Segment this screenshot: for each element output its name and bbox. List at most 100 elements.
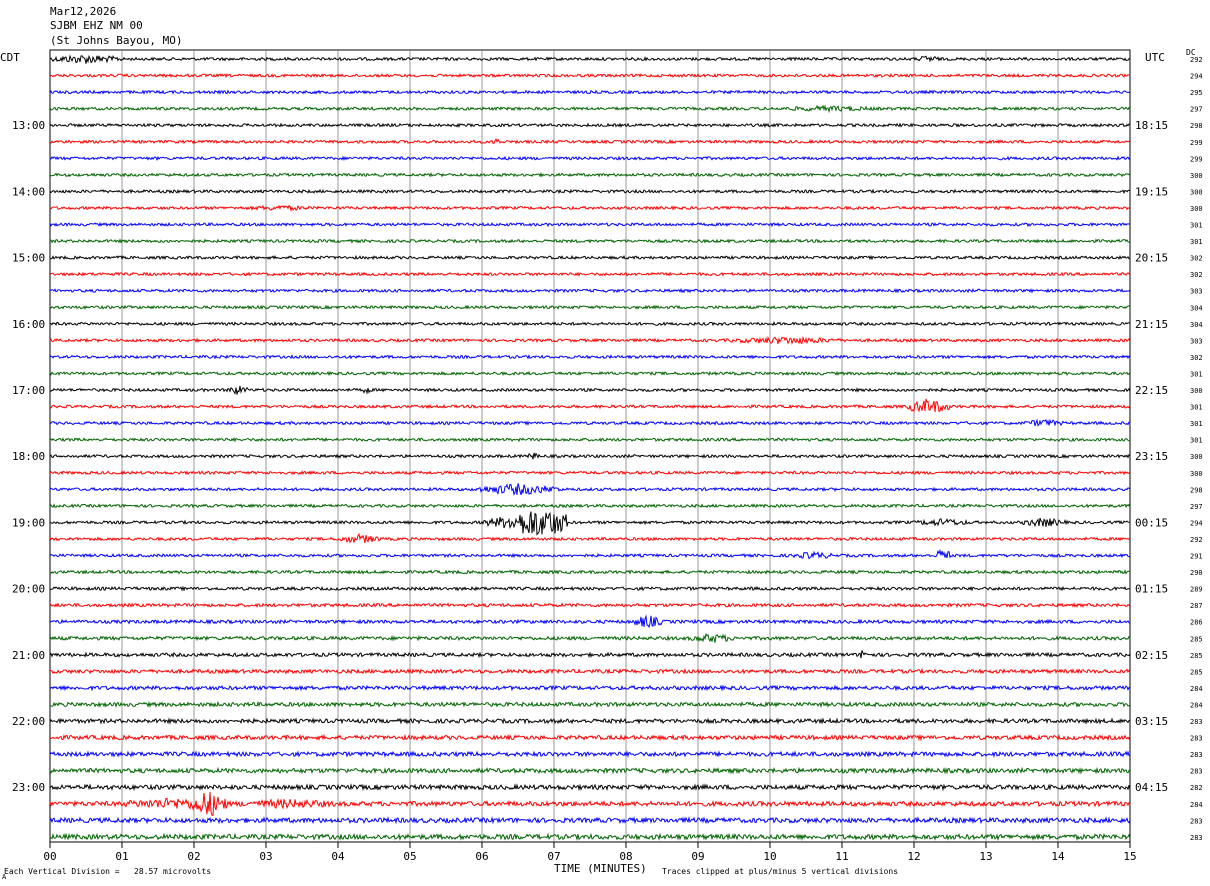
dc-offset-header: DC	[1186, 48, 1196, 57]
x-tick-label: 01	[115, 850, 128, 863]
dc-offset-label: 285	[1190, 668, 1203, 676]
dc-offset-label: 292	[1190, 56, 1203, 64]
cdt-hour-label: 17:00	[12, 384, 45, 397]
utc-hour-label: 04:15	[1135, 781, 1168, 794]
utc-hour-label: 02:15	[1135, 649, 1168, 662]
dc-offset-label: 295	[1190, 89, 1203, 97]
seismic-trace	[49, 288, 1131, 294]
seismic-trace	[49, 54, 1131, 64]
dc-offset-label: 283	[1190, 834, 1203, 842]
dc-offset-label: 286	[1190, 619, 1203, 627]
dc-offset-label: 282	[1190, 784, 1203, 792]
cdt-hour-label: 22:00	[12, 715, 45, 728]
dc-offset-label: 283	[1190, 718, 1203, 726]
dc-offset-label: 298	[1190, 486, 1203, 494]
seismic-trace	[49, 452, 1131, 460]
x-tick-label: 08	[619, 850, 632, 863]
dc-offset-label: 290	[1190, 569, 1203, 577]
utc-hour-label: 20:15	[1135, 252, 1168, 265]
plot-frame	[49, 49, 1131, 843]
seismic-trace	[49, 221, 1131, 228]
seismic-trace	[49, 271, 1131, 277]
cdt-hour-label: 13:00	[12, 119, 45, 132]
utc-hour-label: 22:15	[1135, 384, 1168, 397]
x-tick-label: 12	[907, 850, 920, 863]
seismic-trace	[49, 204, 1131, 213]
seismic-trace	[49, 398, 1131, 413]
seismic-trace	[49, 614, 1131, 629]
trace-layer	[49, 54, 1131, 842]
seismic-trace	[49, 89, 1131, 95]
cdt-hour-label: 20:00	[12, 583, 45, 596]
seismic-trace	[49, 733, 1131, 742]
seismic-trace	[49, 717, 1131, 725]
seismic-trace	[49, 418, 1131, 427]
dc-offset-label: 300	[1190, 172, 1203, 180]
dc-offset-label: 304	[1190, 304, 1203, 312]
dc-offset-label: 300	[1190, 188, 1203, 196]
dc-offset-label: 302	[1190, 255, 1203, 263]
station-location-label: (St Johns Bayou, MO)	[50, 34, 183, 47]
dc-offset-label: 291	[1190, 553, 1203, 561]
dc-offset-label: 303	[1190, 337, 1203, 345]
seismic-trace	[49, 483, 1131, 496]
cdt-hour-label: 23:00	[12, 781, 45, 794]
x-axis-title: TIME (MINUTES)	[554, 862, 647, 875]
dc-offset-label: 289	[1190, 586, 1203, 594]
seismic-trace	[49, 650, 1131, 659]
seismic-trace	[49, 138, 1131, 145]
dc-offset-label: 284	[1190, 685, 1203, 693]
dc-offset-label: 285	[1190, 652, 1203, 660]
dc-offset-label: 283	[1190, 751, 1203, 759]
seismic-trace	[49, 385, 1131, 395]
seismic-trace	[49, 238, 1131, 244]
x-tick-label: 05	[403, 850, 416, 863]
utc-hour-label: 03:15	[1135, 715, 1168, 728]
dc-offset-label: 300	[1190, 453, 1203, 461]
seismic-trace	[49, 469, 1131, 476]
utc-hour-label: 01:15	[1135, 583, 1168, 596]
cdt-hour-label: 14:00	[12, 185, 45, 198]
dc-offset-label: 299	[1190, 155, 1203, 163]
label-layer: 00 01 02 03 04 05 06 07 08 09 10 11 12 13 14 15 292 294 29…	[12, 56, 1203, 863]
dc-offset-label: 284	[1190, 801, 1203, 809]
dc-offset-label: 301	[1190, 420, 1203, 428]
seismic-trace	[50, 511, 1131, 536]
clip-note: Traces clipped at plus/minus 5 vertical …	[662, 867, 899, 876]
seismic-trace	[49, 585, 1131, 592]
dc-offset-label: 299	[1190, 139, 1203, 147]
right-timezone-label: UTC	[1145, 51, 1165, 64]
dc-offset-label: 301	[1190, 222, 1203, 230]
dc-offset-label: 285	[1190, 635, 1203, 643]
station-date-label: Mar12,2026	[50, 5, 117, 18]
dc-offset-label: 283	[1190, 735, 1203, 743]
seismic-trace	[49, 437, 1131, 443]
seismic-trace	[49, 335, 1131, 345]
seismic-trace	[49, 667, 1131, 675]
dc-offset-label: 297	[1190, 106, 1203, 114]
x-tick-label: 04	[331, 850, 345, 863]
dc-offset-label: 284	[1190, 701, 1203, 709]
seismic-trace	[49, 750, 1131, 759]
dc-offset-label: 297	[1190, 503, 1203, 511]
corner-mark: A	[2, 873, 7, 881]
x-tick-label: 07	[547, 850, 560, 863]
seismic-trace	[49, 569, 1131, 575]
dc-offset-label: 300	[1190, 470, 1203, 478]
dc-offset-label: 292	[1190, 536, 1203, 544]
seismic-trace	[49, 188, 1130, 195]
seismic-trace	[49, 321, 1131, 327]
seismic-trace	[49, 155, 1131, 161]
seismic-trace	[49, 816, 1131, 825]
cdt-hour-label: 15:00	[12, 252, 45, 265]
seismic-trace	[49, 532, 1131, 544]
dc-offset-label: 303	[1190, 288, 1203, 296]
dc-offset-label: 283	[1190, 768, 1203, 776]
cdt-hour-label: 19:00	[12, 516, 45, 529]
dc-offset-label: 301	[1190, 370, 1203, 378]
seismic-trace	[49, 254, 1131, 261]
utc-hour-label: 18:15	[1135, 119, 1168, 132]
dc-offset-label: 301	[1190, 437, 1203, 445]
seismic-trace	[49, 832, 1131, 842]
